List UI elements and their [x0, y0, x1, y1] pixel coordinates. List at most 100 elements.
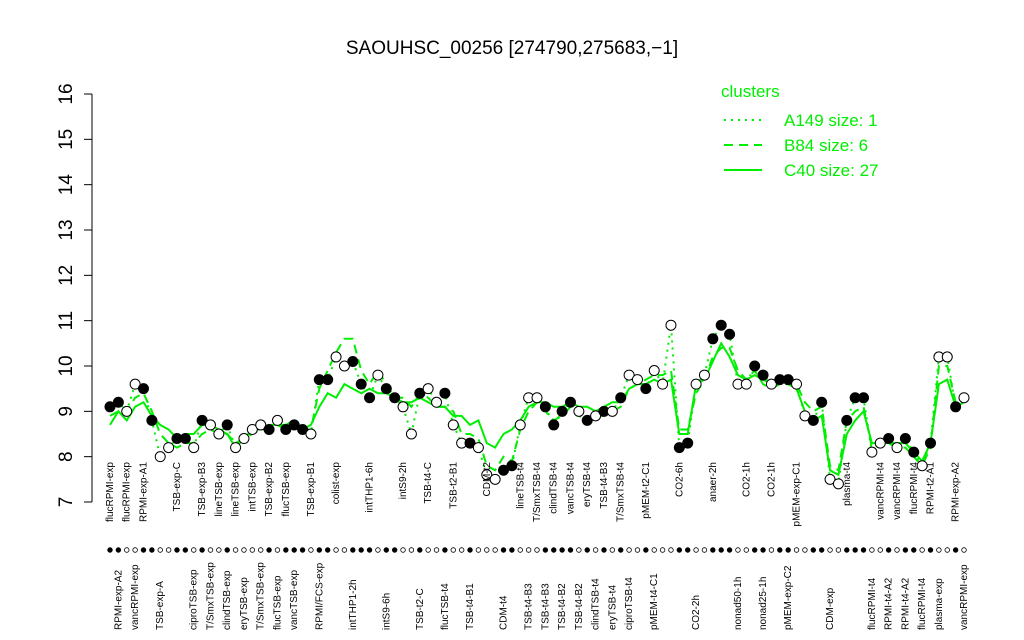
y-tick-label: 12	[56, 265, 77, 286]
data-point	[539, 401, 551, 413]
condition-marker	[685, 547, 691, 553]
series-line-solid	[109, 341, 965, 477]
x-tick-label: vancTSB-exp	[289, 570, 300, 630]
condition-marker	[224, 547, 230, 553]
condition-marker	[358, 547, 364, 553]
x-tick-label: vancRPMI-t4	[875, 462, 886, 520]
condition-marker	[785, 547, 791, 553]
data-point	[832, 478, 844, 490]
condition-marker	[266, 547, 272, 553]
data-points	[104, 319, 970, 490]
x-tick-label: flucTSB-t4	[440, 583, 451, 630]
condition-marker	[391, 547, 398, 553]
x-tick-label: pMEM-exp-C1	[792, 462, 803, 527]
data-point	[246, 423, 258, 435]
x-tick-label: TSB-exp-C	[172, 462, 183, 511]
condition-marker	[241, 547, 247, 553]
x-tick-label: T/SmxTSB-t4	[532, 462, 543, 522]
x-tick-label: nonad25-1h	[758, 577, 769, 630]
y-tick-label: 13	[56, 219, 77, 240]
data-point	[531, 392, 543, 404]
condition-marker	[852, 547, 858, 553]
x-tick-label: TSB-t4-C	[423, 462, 434, 504]
condition-marker	[860, 547, 867, 553]
condition-marker	[425, 547, 431, 553]
data-point	[213, 428, 225, 440]
x-tick-label: flucTSB-exp	[272, 575, 283, 630]
condition-marker	[324, 547, 331, 553]
data-point	[548, 419, 560, 431]
condition-marker	[802, 547, 808, 553]
data-point	[489, 473, 501, 485]
condition-marker	[793, 547, 800, 553]
condition-marker	[450, 547, 456, 553]
condition-marker	[743, 547, 750, 553]
data-point	[196, 414, 208, 426]
data-point	[816, 396, 828, 408]
data-point	[623, 369, 635, 381]
x-tick-label: pMEM-t4-C1	[649, 573, 660, 630]
condition-marker	[517, 547, 523, 553]
x-tick-label: T/SmxTSB-t4	[616, 462, 627, 522]
condition-marker	[124, 547, 130, 553]
data-point	[925, 437, 937, 449]
condition-marker	[383, 547, 389, 553]
x-tick-label: TSB-t4-B3	[599, 462, 610, 509]
data-point	[439, 387, 451, 399]
data-point	[782, 374, 794, 386]
data-point	[791, 378, 803, 390]
x-tick-label: RPMI-exp-A2	[951, 462, 962, 522]
data-point	[941, 351, 953, 363]
condition-marker	[500, 547, 507, 553]
x-tick-label: plasma-exp	[934, 578, 945, 630]
x-tick-label: intS9-2h	[398, 462, 409, 499]
condition-marker	[885, 547, 892, 553]
data-point	[841, 414, 853, 426]
condition-marker	[584, 547, 590, 553]
data-point	[221, 419, 233, 431]
condition-marker	[458, 547, 465, 553]
data-point	[238, 433, 250, 445]
condition-marker	[417, 547, 423, 553]
data-point	[874, 437, 886, 449]
condition-marker	[894, 547, 900, 553]
x-tick-label: RPMI/FCS-exp	[314, 562, 325, 630]
data-point	[556, 405, 568, 417]
condition-marker	[174, 547, 180, 553]
condition-marker	[509, 547, 515, 553]
data-point	[263, 423, 275, 435]
data-point	[807, 414, 819, 426]
x-tick-label: TSB-exp-B1	[306, 462, 317, 517]
condition-marker	[249, 547, 256, 553]
data-point	[330, 351, 342, 363]
data-point	[447, 419, 459, 431]
condition-marker	[567, 547, 574, 553]
data-point	[179, 433, 191, 445]
x-tick-label: RPMI-t4-A2	[884, 577, 895, 630]
condition-marker	[818, 547, 825, 553]
x-tick-label: vancRPMI-exp	[130, 564, 141, 630]
data-point	[590, 410, 602, 422]
x-tick-label: RPMI-t4-A2	[900, 577, 911, 630]
data-point	[950, 401, 962, 413]
condition-marker	[827, 547, 833, 553]
data-point	[724, 328, 736, 340]
condition-marker	[777, 547, 783, 553]
data-point	[657, 378, 669, 390]
data-point	[481, 469, 493, 481]
data-point	[121, 405, 133, 417]
data-point	[255, 419, 267, 431]
x-tick-label: intTSB-exp	[247, 462, 258, 512]
condition-marker	[525, 547, 532, 553]
x-tick-label: TSB-t2-C	[415, 588, 426, 630]
condition-marker	[199, 547, 205, 553]
data-point	[698, 369, 710, 381]
x-tick-label: flucTSB-exp	[281, 462, 292, 517]
data-point	[347, 355, 359, 367]
data-point	[380, 383, 392, 395]
condition-marker	[927, 547, 934, 553]
condition-marker	[902, 547, 909, 553]
condition-marker	[475, 547, 482, 553]
condition-marker	[492, 547, 498, 553]
